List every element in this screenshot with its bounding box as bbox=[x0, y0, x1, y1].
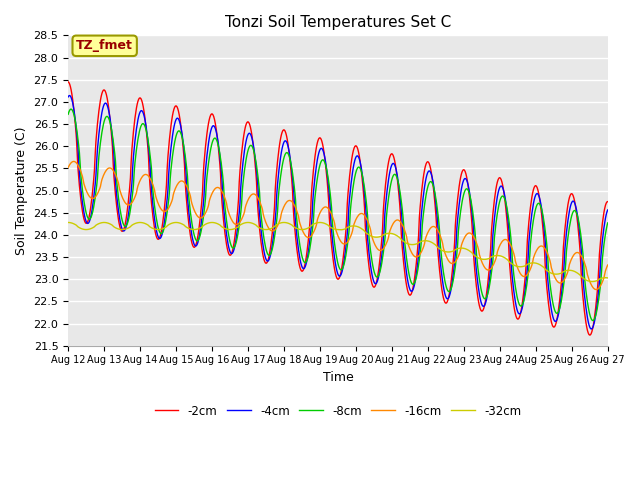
-8cm bbox=[131, 169, 138, 175]
-2cm bbox=[586, 332, 593, 338]
-32cm bbox=[213, 220, 221, 226]
-32cm bbox=[184, 225, 192, 231]
-16cm bbox=[214, 185, 221, 191]
-16cm bbox=[593, 287, 600, 292]
-4cm bbox=[420, 189, 428, 195]
-4cm bbox=[604, 207, 612, 213]
Line: -8cm: -8cm bbox=[68, 109, 608, 321]
Line: -32cm: -32cm bbox=[68, 222, 608, 282]
-2cm bbox=[74, 165, 82, 170]
-4cm bbox=[66, 93, 74, 98]
-32cm bbox=[403, 240, 411, 246]
-4cm bbox=[64, 94, 72, 100]
-2cm bbox=[604, 199, 612, 204]
-4cm bbox=[588, 326, 595, 332]
-2cm bbox=[403, 287, 411, 292]
-4cm bbox=[185, 211, 193, 216]
-8cm bbox=[67, 106, 75, 112]
-32cm bbox=[64, 219, 72, 225]
-32cm bbox=[588, 279, 596, 285]
-32cm bbox=[74, 224, 82, 229]
-8cm bbox=[420, 207, 428, 213]
-16cm bbox=[185, 189, 193, 194]
-16cm bbox=[404, 241, 412, 247]
-4cm bbox=[214, 135, 221, 141]
-32cm bbox=[129, 221, 137, 227]
-4cm bbox=[131, 145, 138, 151]
-16cm bbox=[420, 243, 428, 249]
-2cm bbox=[213, 130, 221, 136]
-8cm bbox=[604, 220, 612, 226]
-16cm bbox=[64, 165, 72, 170]
-16cm bbox=[75, 164, 83, 169]
X-axis label: Time: Time bbox=[323, 371, 353, 384]
-16cm bbox=[604, 262, 612, 268]
Y-axis label: Soil Temperature (C): Soil Temperature (C) bbox=[15, 126, 28, 255]
-2cm bbox=[64, 79, 72, 85]
-2cm bbox=[184, 216, 192, 222]
-16cm bbox=[70, 158, 77, 164]
-4cm bbox=[404, 280, 412, 286]
Title: Tonzi Soil Temperatures Set C: Tonzi Soil Temperatures Set C bbox=[225, 15, 451, 30]
Line: -16cm: -16cm bbox=[68, 161, 608, 289]
-2cm bbox=[419, 176, 427, 182]
Line: -4cm: -4cm bbox=[68, 96, 608, 329]
-8cm bbox=[589, 318, 596, 324]
-32cm bbox=[604, 275, 612, 281]
Line: -2cm: -2cm bbox=[68, 82, 608, 335]
-8cm bbox=[404, 266, 412, 272]
-16cm bbox=[131, 196, 138, 202]
Text: TZ_fmet: TZ_fmet bbox=[76, 39, 133, 52]
Legend: -2cm, -4cm, -8cm, -16cm, -32cm: -2cm, -4cm, -8cm, -16cm, -32cm bbox=[150, 400, 526, 422]
-4cm bbox=[75, 157, 83, 163]
-8cm bbox=[214, 140, 221, 145]
-8cm bbox=[64, 111, 72, 117]
-2cm bbox=[129, 129, 137, 134]
-8cm bbox=[185, 196, 193, 202]
-32cm bbox=[419, 238, 427, 244]
-8cm bbox=[75, 143, 83, 148]
